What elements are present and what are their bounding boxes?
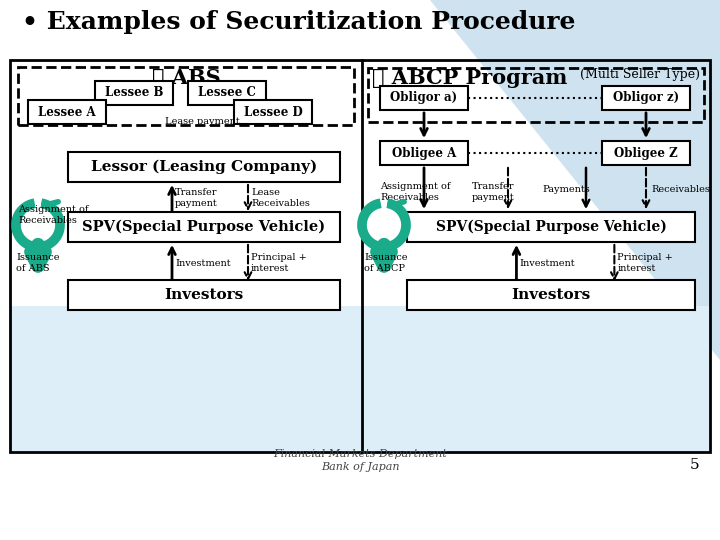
Text: Lease payment: Lease payment xyxy=(166,117,240,126)
Text: Obligor z): Obligor z) xyxy=(613,91,679,105)
Bar xyxy=(95,81,173,105)
Bar xyxy=(68,280,340,310)
Bar xyxy=(18,67,354,125)
Bar xyxy=(368,68,704,122)
Bar xyxy=(68,212,340,242)
Text: 5: 5 xyxy=(690,458,700,472)
Bar xyxy=(407,280,695,310)
Text: Assignment of
Receivables: Assignment of Receivables xyxy=(18,205,89,225)
Bar xyxy=(68,152,340,182)
Bar xyxy=(234,100,312,124)
Text: SPV(Special Purpose Vehicle): SPV(Special Purpose Vehicle) xyxy=(82,220,325,234)
Text: Obligor a): Obligor a) xyxy=(390,91,458,105)
Text: SPV(Special Purpose Vehicle): SPV(Special Purpose Vehicle) xyxy=(436,220,667,234)
Text: (Multi Seller Type): (Multi Seller Type) xyxy=(580,68,700,81)
Bar xyxy=(602,86,690,110)
Text: Lease
Receivables: Lease Receivables xyxy=(251,188,310,208)
Bar xyxy=(363,306,709,451)
Text: Principal +
interest: Principal + interest xyxy=(617,253,673,273)
Text: ② ABCP Program: ② ABCP Program xyxy=(372,68,567,88)
Text: Investors: Investors xyxy=(164,288,243,302)
Bar xyxy=(380,141,468,165)
Text: Transfer
payment: Transfer payment xyxy=(175,188,217,208)
Text: Investment: Investment xyxy=(175,259,230,267)
Bar xyxy=(380,86,468,110)
Text: Lessee C: Lessee C xyxy=(198,86,256,99)
Text: Principal +
interest: Principal + interest xyxy=(251,253,307,273)
Text: Issuance
of ABS: Issuance of ABS xyxy=(16,253,60,273)
Text: Assignment of
Receivables: Assignment of Receivables xyxy=(380,182,451,202)
Text: • Examples of Securitization Procedure: • Examples of Securitization Procedure xyxy=(22,10,575,34)
Text: Lessee D: Lessee D xyxy=(243,105,302,118)
Bar xyxy=(10,60,710,452)
Text: Lessor (Leasing Company): Lessor (Leasing Company) xyxy=(91,160,317,174)
Text: ① ABS: ① ABS xyxy=(152,68,220,88)
Text: Financial Markets Department
Bank of Japan: Financial Markets Department Bank of Jap… xyxy=(273,449,447,472)
Bar xyxy=(407,212,695,242)
Text: Lessee A: Lessee A xyxy=(38,105,96,118)
Text: Obligee Z: Obligee Z xyxy=(614,146,678,159)
Text: Transfer
payment: Transfer payment xyxy=(472,182,515,202)
Text: Investment: Investment xyxy=(519,259,575,267)
Text: Issuance
of ABCP: Issuance of ABCP xyxy=(364,253,408,273)
Bar xyxy=(28,100,106,124)
Bar xyxy=(11,306,361,451)
Bar xyxy=(602,141,690,165)
Text: Lessee B: Lessee B xyxy=(105,86,163,99)
Bar xyxy=(188,81,266,105)
Text: Receivables: Receivables xyxy=(651,185,710,193)
Text: Obligee A: Obligee A xyxy=(392,146,456,159)
Text: Payments: Payments xyxy=(542,185,590,193)
Text: Investors: Investors xyxy=(511,288,590,302)
Polygon shape xyxy=(430,0,720,360)
